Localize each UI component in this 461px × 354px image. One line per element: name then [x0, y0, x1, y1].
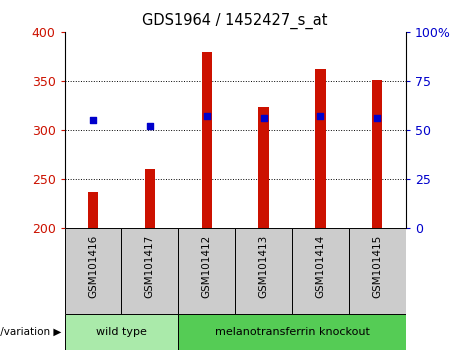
Title: GDS1964 / 1452427_s_at: GDS1964 / 1452427_s_at	[142, 13, 328, 29]
Text: wild type: wild type	[96, 327, 147, 337]
Bar	[121, 228, 178, 314]
Bar	[178, 314, 406, 350]
Text: GSM101415: GSM101415	[372, 235, 382, 298]
Bar	[315, 69, 325, 228]
Point	[203, 113, 210, 119]
Point	[89, 117, 97, 123]
Text: GSM101417: GSM101417	[145, 235, 155, 298]
Text: melanotransferrin knockout: melanotransferrin knockout	[214, 327, 369, 337]
Bar	[292, 228, 349, 314]
Bar	[372, 80, 382, 228]
Point	[373, 115, 381, 121]
Bar	[259, 107, 269, 228]
Text: GSM101416: GSM101416	[88, 235, 98, 298]
Bar	[349, 228, 406, 314]
Text: GSM101413: GSM101413	[259, 235, 269, 298]
Bar	[88, 192, 98, 228]
Bar	[178, 228, 235, 314]
Bar	[201, 52, 212, 228]
Point	[260, 115, 267, 121]
Bar	[145, 169, 155, 228]
Point	[146, 123, 154, 129]
Bar	[65, 228, 121, 314]
Text: GSM101414: GSM101414	[315, 235, 325, 298]
Text: genotype/variation ▶: genotype/variation ▶	[0, 327, 62, 337]
Bar	[235, 228, 292, 314]
Bar	[65, 314, 178, 350]
Text: GSM101412: GSM101412	[201, 235, 212, 298]
Point	[317, 113, 324, 119]
